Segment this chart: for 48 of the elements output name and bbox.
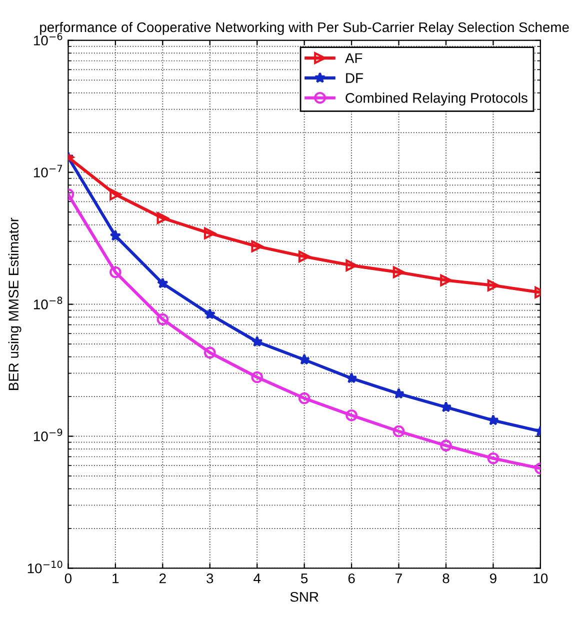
point [204,227,216,240]
point [346,409,358,422]
chart-title: performance of Cooperative Networking with Per Sub-Carrier Relay Selection Scheme [40,22,569,35]
point [204,346,216,359]
point [440,274,452,286]
point [298,250,310,262]
point [298,354,310,365]
legend-label: AF [345,53,362,63]
y-tick-label: 10$^{−9}$ [34,428,62,442]
x-axis-title: SNR [290,592,318,602]
point [393,388,404,399]
y-tick-label: 10$^{−6}$ [34,32,62,46]
point [251,240,263,252]
point [392,266,405,278]
x-tick-label: 1 [112,574,119,584]
y-axis-title: BER using MMSE Estimator [8,218,22,390]
x-tick-label: 0 [64,573,72,584]
point [346,372,358,384]
legend-label: Combined Relaying Protocols [346,92,528,106]
point [156,212,169,224]
x-tick-label: 9 [490,573,496,584]
point [110,230,122,241]
point [110,188,122,200]
point [488,414,499,426]
point [156,313,169,326]
y-tick-label: 10$^{−8}$ [34,296,62,310]
x-tick-label: 7 [396,574,402,584]
y-tick-label: 10$^{−10}$ [28,560,62,574]
point [251,336,263,347]
x-tick-label: 8 [442,573,450,584]
point [251,371,263,384]
point [487,452,500,464]
point [346,260,358,272]
point [110,266,122,278]
x-tick-label: 10 [534,573,548,584]
x-tick-label: 5 [301,574,308,584]
point [392,425,405,438]
point [440,440,452,452]
legend-label: DF [346,73,363,83]
x-tick-label: 3 [206,573,214,584]
point [204,308,216,320]
point [156,277,168,288]
y-tick-label: 10$^{−7}$ [34,164,62,178]
x-tick-label: 4 [254,574,261,584]
x-tick-label: 2 [159,573,166,584]
x-tick-label: 6 [348,573,355,584]
point [298,392,310,404]
point [487,280,500,292]
